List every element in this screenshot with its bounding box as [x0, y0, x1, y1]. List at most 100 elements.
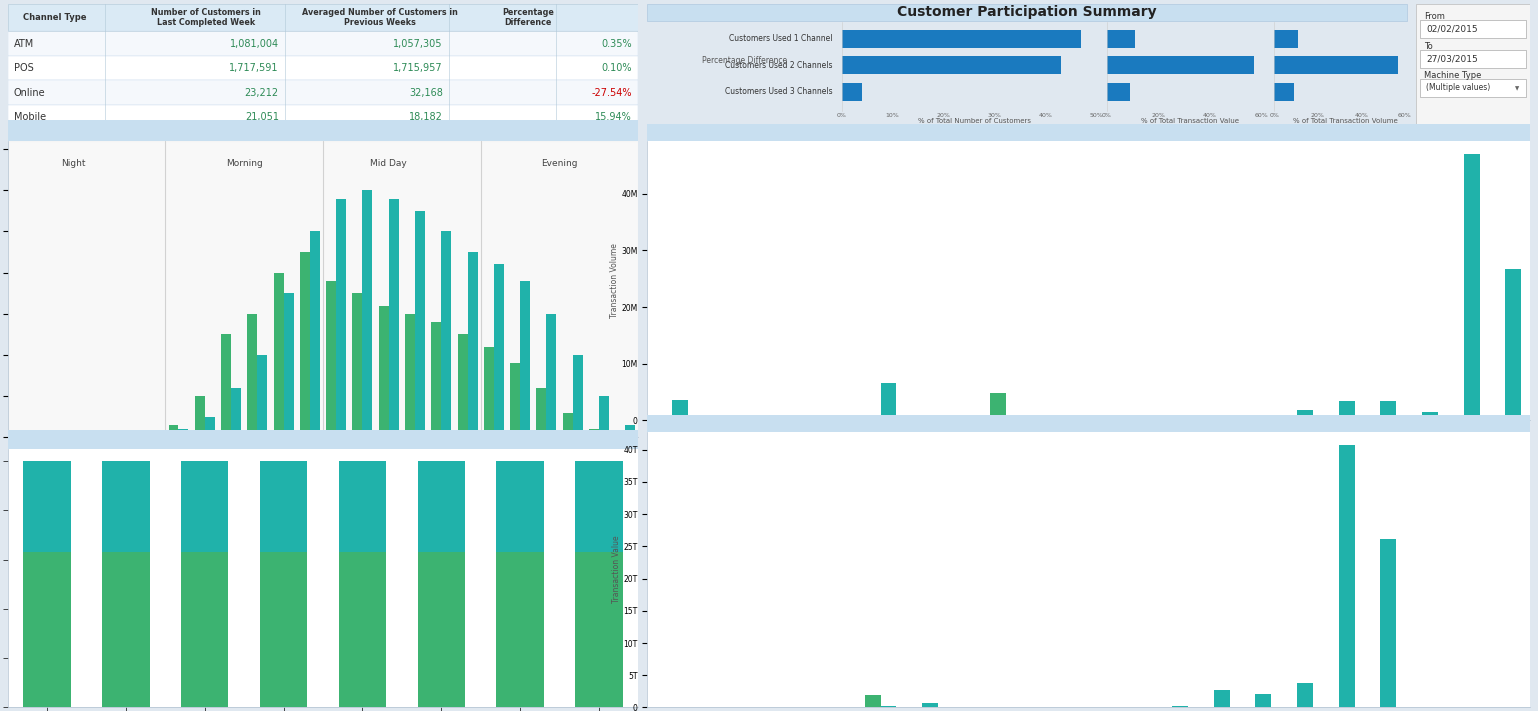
- Text: 27/03/2015: 27/03/2015: [1426, 55, 1478, 63]
- Text: ATM: ATM: [208, 491, 212, 500]
- Text: 0%: 0%: [837, 113, 846, 118]
- Text: ATM: ATM: [929, 427, 932, 435]
- Bar: [1297, 683, 1313, 707]
- Text: ATM: ATM: [77, 491, 80, 500]
- Title: Weekly 100% Streched View on Volume: Weekly 100% Streched View on Volume: [185, 433, 461, 446]
- Bar: [309, 232, 320, 437]
- Bar: [11, 433, 22, 437]
- Text: POS: POS: [1453, 427, 1458, 435]
- Text: ATM: ATM: [844, 427, 849, 435]
- Y-axis label: Transaction Value: Transaction Value: [612, 535, 620, 604]
- Text: POS: POS: [460, 491, 464, 499]
- Text: POS: POS: [92, 491, 97, 499]
- Text: 50%: 50%: [1089, 113, 1103, 118]
- Bar: [338, 552, 386, 707]
- Title: Interaction Value: Interaction Value: [1029, 416, 1149, 429]
- FancyBboxPatch shape: [1275, 56, 1398, 74]
- Text: ATM: ATM: [970, 427, 974, 435]
- Text: % of Total Transaction Volume: % of Total Transaction Volume: [1292, 118, 1398, 124]
- Bar: [338, 461, 386, 552]
- FancyBboxPatch shape: [841, 83, 861, 100]
- FancyBboxPatch shape: [8, 430, 638, 449]
- Bar: [923, 415, 938, 420]
- Text: POS: POS: [303, 491, 308, 499]
- Text: ATM: ATM: [260, 491, 265, 500]
- Bar: [864, 695, 881, 707]
- Text: From: From: [1424, 11, 1446, 21]
- Text: 21,051: 21,051: [245, 112, 278, 122]
- Text: % of Total Number of Customers: % of Total Number of Customers: [918, 118, 1030, 124]
- FancyBboxPatch shape: [1275, 83, 1293, 100]
- Text: ATM: ATM: [1178, 427, 1183, 435]
- Bar: [537, 388, 546, 437]
- Bar: [337, 198, 346, 437]
- Bar: [572, 355, 583, 437]
- Bar: [418, 461, 464, 552]
- Text: 20%: 20%: [937, 113, 950, 118]
- Bar: [418, 552, 464, 707]
- Bar: [37, 435, 48, 437]
- Text: ATM: ATM: [549, 491, 554, 500]
- Text: ATM: ATM: [601, 491, 606, 500]
- Bar: [468, 252, 477, 437]
- Text: (Multiple values): (Multiple values): [1426, 83, 1490, 92]
- Text: POS: POS: [1370, 427, 1375, 435]
- Text: POS: POS: [787, 427, 792, 435]
- Text: 60%: 60%: [1398, 113, 1412, 118]
- Text: ATM: ATM: [129, 491, 132, 500]
- Text: ATM: ATM: [340, 491, 343, 500]
- Text: Morning: Morning: [226, 159, 263, 168]
- Text: POS: POS: [329, 491, 334, 499]
- Bar: [231, 388, 241, 437]
- Bar: [563, 412, 572, 437]
- Text: ATM: ATM: [628, 491, 632, 500]
- Bar: [23, 461, 71, 552]
- Text: 1,081,004: 1,081,004: [229, 38, 278, 48]
- Bar: [23, 552, 71, 707]
- FancyBboxPatch shape: [8, 4, 638, 31]
- Text: POS: POS: [954, 427, 958, 435]
- Text: POS: POS: [829, 427, 834, 435]
- Text: Night: Night: [62, 159, 86, 168]
- Text: POS: POS: [995, 427, 1000, 435]
- Bar: [378, 306, 389, 437]
- Bar: [431, 322, 441, 437]
- Text: POS: POS: [66, 491, 71, 499]
- FancyBboxPatch shape: [1420, 50, 1526, 68]
- Bar: [22, 435, 31, 437]
- Bar: [248, 314, 257, 437]
- Text: ATM: ATM: [444, 491, 448, 500]
- Text: ATM: ATM: [155, 491, 160, 500]
- Text: ATM: ATM: [14, 38, 34, 48]
- Text: ATM: ATM: [1512, 427, 1515, 435]
- Text: ATM: ATM: [761, 427, 766, 435]
- Text: 0%: 0%: [1101, 113, 1112, 118]
- Text: Mobile: Mobile: [14, 112, 46, 122]
- Bar: [1381, 400, 1397, 420]
- Title: Interaction Volume: Interaction Volume: [1023, 125, 1155, 139]
- Text: POS: POS: [277, 491, 280, 499]
- Text: POS: POS: [871, 427, 875, 435]
- Text: ATM: ATM: [1427, 427, 1432, 435]
- Text: POS: POS: [1204, 427, 1207, 435]
- Text: POS: POS: [566, 491, 569, 499]
- Bar: [415, 211, 424, 437]
- Text: Customers Used 1 Channel: Customers Used 1 Channel: [729, 34, 832, 43]
- Text: POS: POS: [488, 491, 491, 499]
- FancyBboxPatch shape: [1106, 83, 1130, 100]
- Bar: [352, 293, 363, 437]
- FancyBboxPatch shape: [1415, 4, 1530, 129]
- FancyBboxPatch shape: [1420, 20, 1526, 38]
- Bar: [323, 141, 481, 437]
- Text: POS: POS: [1121, 427, 1124, 435]
- Text: POS: POS: [14, 491, 18, 499]
- Bar: [881, 383, 897, 420]
- FancyBboxPatch shape: [1420, 79, 1526, 97]
- Bar: [103, 552, 149, 707]
- Text: Customers Used 3 Channels: Customers Used 3 Channels: [726, 87, 832, 96]
- Bar: [1506, 269, 1521, 420]
- FancyBboxPatch shape: [8, 105, 638, 129]
- Text: ATM: ATM: [471, 491, 475, 500]
- Bar: [103, 461, 149, 552]
- Bar: [389, 198, 398, 437]
